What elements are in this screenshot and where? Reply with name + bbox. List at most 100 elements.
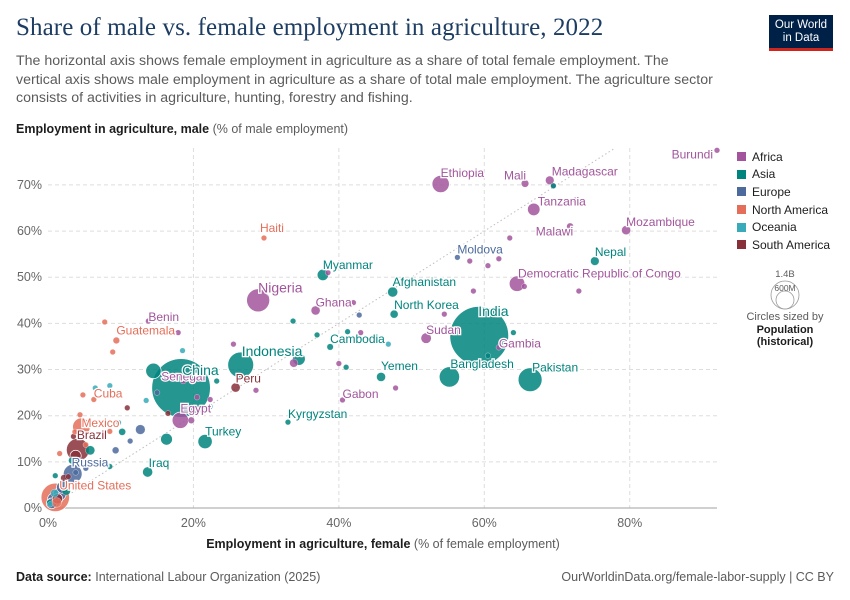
x-tick-label: 60% bbox=[472, 516, 497, 530]
point-label: Cambodia bbox=[330, 332, 385, 346]
data-point bbox=[392, 385, 399, 391]
data-point bbox=[335, 360, 342, 367]
data-point bbox=[390, 310, 399, 319]
chart-title: Share of male vs. female employment in a… bbox=[16, 14, 604, 41]
point-label: Democratic Republic of Congo bbox=[518, 267, 681, 281]
data-point bbox=[545, 175, 555, 185]
point-label: Afghanistan bbox=[393, 275, 456, 289]
data-point bbox=[372, 336, 379, 343]
data-point bbox=[90, 396, 97, 403]
data-point bbox=[356, 312, 363, 319]
point-label: Mozambique bbox=[626, 215, 695, 229]
data-point bbox=[454, 254, 461, 261]
x-tick-label: 80% bbox=[617, 516, 642, 530]
data-point bbox=[47, 501, 54, 508]
data-point bbox=[466, 258, 473, 265]
data-point bbox=[289, 358, 299, 368]
data-point bbox=[438, 366, 460, 388]
point-label: Turkey bbox=[205, 425, 241, 439]
point-label: Madagascar bbox=[552, 164, 618, 178]
x-axis-label-unit: (% of female employment) bbox=[413, 537, 560, 551]
legend-item[interactable]: Asia bbox=[737, 166, 830, 184]
point-label: Guatemala bbox=[116, 323, 175, 337]
point-label: Gambia bbox=[499, 336, 541, 350]
size-legend-measure-2: (historical) bbox=[756, 336, 814, 348]
data-point bbox=[387, 286, 398, 298]
data-point bbox=[92, 385, 99, 391]
y-tick-label: 40% bbox=[17, 316, 42, 330]
data-point bbox=[82, 441, 89, 448]
point-label: Peru bbox=[236, 372, 261, 386]
y-tick-label: 20% bbox=[17, 409, 42, 423]
data-point bbox=[484, 352, 491, 359]
size-legend-small: 600M bbox=[774, 283, 795, 293]
data-point bbox=[590, 256, 600, 266]
legend-item[interactable]: Oceania bbox=[737, 218, 830, 236]
data-point bbox=[441, 311, 448, 318]
y-tick-label: 70% bbox=[17, 178, 42, 192]
point-label: Mali bbox=[504, 169, 526, 183]
point-label: Malawi bbox=[536, 224, 573, 238]
point-label: China bbox=[182, 362, 219, 378]
data-point bbox=[325, 269, 331, 276]
data-point bbox=[343, 364, 350, 371]
point-label: India bbox=[478, 303, 509, 319]
data-point bbox=[527, 202, 541, 217]
data-point bbox=[165, 410, 171, 417]
legend-swatch bbox=[737, 205, 746, 215]
point-label: Haiti bbox=[260, 221, 284, 235]
data-point bbox=[95, 461, 102, 468]
logo-line-1: Our World bbox=[774, 19, 828, 31]
data-point bbox=[572, 197, 579, 204]
point-label: Myanmar bbox=[323, 258, 373, 272]
y-tick-label: 0% bbox=[24, 501, 42, 515]
y-axis-label: Employment in agriculture, male (% of ma… bbox=[16, 122, 348, 136]
source-url-link[interactable]: OurWorldinData.org/female-labor-supply |… bbox=[561, 570, 834, 584]
data-point bbox=[106, 428, 113, 435]
data-point bbox=[154, 389, 161, 396]
point-label: Ethiopia bbox=[441, 166, 485, 180]
legend-item[interactable]: Europe bbox=[737, 183, 830, 201]
data-point bbox=[197, 433, 213, 450]
data-point bbox=[109, 349, 116, 355]
legend-item[interactable]: South America bbox=[737, 236, 830, 254]
point-label: Iraq bbox=[149, 456, 170, 470]
legend-label: Europe bbox=[752, 184, 791, 199]
data-point bbox=[56, 450, 63, 457]
legend-swatch bbox=[737, 222, 746, 232]
legend-swatch bbox=[737, 187, 746, 197]
data-point bbox=[75, 457, 82, 463]
data-point bbox=[82, 465, 89, 472]
legend-item[interactable]: North America bbox=[737, 201, 830, 219]
data-point bbox=[194, 394, 201, 401]
owid-logo[interactable]: Our World in Data bbox=[769, 15, 833, 51]
data-point bbox=[314, 331, 321, 338]
data-point bbox=[187, 416, 195, 424]
x-axis-label-bold: Employment in agriculture, female bbox=[206, 537, 411, 551]
region-legend: Africa Asia Europe North America Oceania Sout… bbox=[737, 148, 830, 254]
data-point bbox=[145, 362, 162, 379]
legend-item[interactable]: Africa bbox=[737, 148, 830, 166]
data-point bbox=[285, 419, 291, 426]
size-legend-big: 1.4B bbox=[775, 269, 795, 280]
size-legend-note: Circles sized by Population (historical) bbox=[730, 311, 840, 349]
data-point bbox=[50, 489, 59, 498]
data-point bbox=[179, 347, 186, 354]
data-point bbox=[431, 174, 450, 194]
data-point bbox=[227, 351, 254, 379]
legend-swatch bbox=[737, 169, 746, 179]
data-source-label: Data source: bbox=[16, 570, 92, 584]
y-axis-label-unit: (% of male employment) bbox=[212, 122, 349, 136]
data-point bbox=[127, 438, 134, 445]
data-source-text: International Labour Organization (2025) bbox=[95, 570, 321, 584]
data-point bbox=[72, 469, 79, 476]
data-point bbox=[350, 299, 357, 306]
data-point bbox=[230, 382, 241, 393]
point-label: Tanzania bbox=[538, 194, 586, 208]
point-label: Gabon bbox=[343, 387, 379, 401]
point-label: Bangladesh bbox=[450, 357, 513, 371]
data-point bbox=[261, 235, 267, 241]
legend-label: Oceania bbox=[752, 220, 797, 235]
point-label: Russia bbox=[72, 455, 109, 469]
